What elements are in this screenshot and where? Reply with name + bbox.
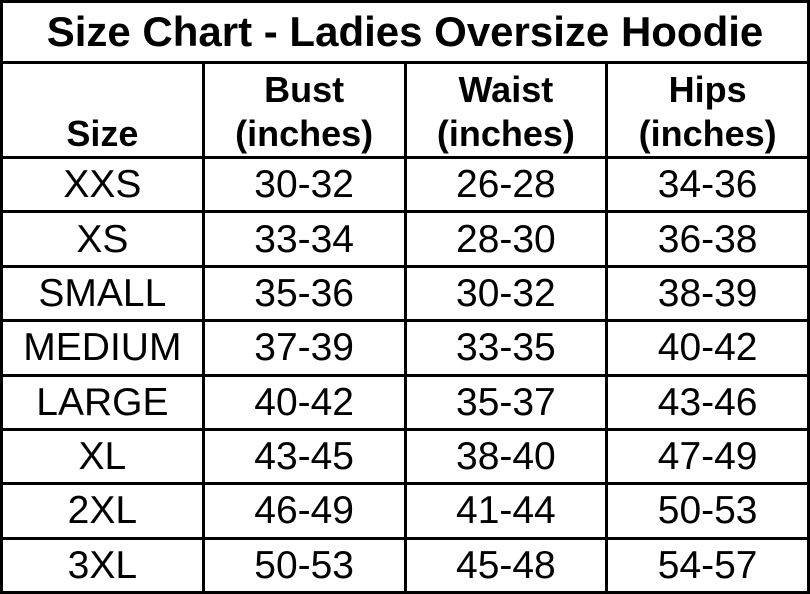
size-label: 3XL <box>0 536 205 594</box>
column-header-waist: Waist (inches) <box>403 61 609 159</box>
hips-value: 50-53 <box>605 482 810 540</box>
waist-value: 38-40 <box>403 427 609 486</box>
table-row-3xl: 3XL 50-53 45-48 54-57 <box>0 536 810 594</box>
hips-value: 34-36 <box>605 155 810 214</box>
chart-title: Size Chart - Ladies Oversize Hoodie <box>0 0 810 64</box>
hips-value: 54-57 <box>605 536 810 594</box>
waist-value: 45-48 <box>403 536 609 594</box>
hips-value: 38-39 <box>605 264 810 323</box>
bust-value: 33-34 <box>201 210 407 268</box>
table-row-small: SMALL 35-36 30-32 38-39 <box>0 264 810 323</box>
table-row-xs: XS 33-34 28-30 36-38 <box>0 210 810 268</box>
size-label: XXS <box>0 155 205 214</box>
waist-value: 30-32 <box>403 264 609 323</box>
title-row: Size Chart - Ladies Oversize Hoodie <box>0 0 810 64</box>
size-label: XL <box>0 427 205 486</box>
bust-value: 30-32 <box>201 155 407 214</box>
waist-value: 35-37 <box>403 373 609 431</box>
hips-value: 36-38 <box>605 210 810 268</box>
table-row-2xl: 2XL 46-49 41-44 50-53 <box>0 482 810 540</box>
bust-value: 43-45 <box>201 427 407 486</box>
table-row-xl: XL 43-45 38-40 47-49 <box>0 427 810 486</box>
hips-value: 40-42 <box>605 319 810 377</box>
size-label: MEDIUM <box>0 319 205 377</box>
column-header-size: Size <box>0 61 205 159</box>
hips-value: 43-46 <box>605 373 810 431</box>
table-row-xxs: XXS 30-32 26-28 34-36 <box>0 155 810 214</box>
waist-value: 28-30 <box>403 210 609 268</box>
waist-value: 41-44 <box>403 482 609 540</box>
size-label: 2XL <box>0 482 205 540</box>
bust-value: 46-49 <box>201 482 407 540</box>
hips-value: 47-49 <box>605 427 810 486</box>
column-header-bust: Bust (inches) <box>201 61 407 159</box>
size-label: SMALL <box>0 264 205 323</box>
header-row: Size Bust (inches) Waist (inches) Hips (… <box>0 61 810 159</box>
size-label: XS <box>0 210 205 268</box>
bust-value: 40-42 <box>201 373 407 431</box>
waist-value: 26-28 <box>403 155 609 214</box>
column-header-hips: Hips (inches) <box>605 61 810 159</box>
table-row-large: LARGE 40-42 35-37 43-46 <box>0 373 810 431</box>
table-row-medium: MEDIUM 37-39 33-35 40-42 <box>0 319 810 377</box>
bust-value: 50-53 <box>201 536 407 594</box>
bust-value: 35-36 <box>201 264 407 323</box>
size-label: LARGE <box>0 373 205 431</box>
waist-value: 33-35 <box>403 319 609 377</box>
bust-value: 37-39 <box>201 319 407 377</box>
